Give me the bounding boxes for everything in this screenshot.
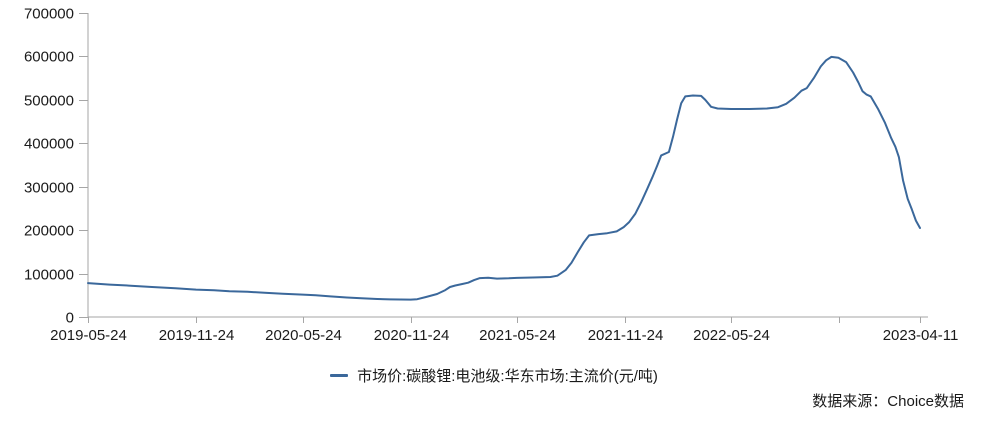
x-tick-label: 2019-11-24 [159, 327, 235, 344]
y-tick-label: 600000 [24, 49, 74, 66]
data-source-label: 数据来源：Choice数据 [812, 393, 964, 410]
x-tick-label: 2020-11-24 [374, 327, 450, 344]
price-line-series [87, 55, 921, 301]
y-tick-label: 100000 [24, 267, 74, 284]
x-tick-label: 2023-04-11 [883, 327, 959, 344]
y-tick-label: 400000 [24, 136, 74, 153]
legend: 市场价:碳酸锂:电池级:华东市场:主流价(元/吨) [0, 367, 988, 387]
legend-label: 市场价:碳酸锂:电池级:华东市场:主流价(元/吨) [357, 368, 658, 386]
x-tick-label: 2021-11-24 [588, 327, 664, 344]
x-tick-label: 2020-05-24 [265, 327, 342, 344]
x-tick-label: 2021-05-24 [479, 327, 556, 344]
y-tick-label: 700000 [24, 6, 74, 23]
axis-lines [87, 13, 928, 318]
legend-line-marker [330, 374, 349, 378]
chart-plot-area: 0 100000 200000 300000 400000 500000 600000 700… [24, 6, 959, 345]
y-tick-label: 0 [66, 310, 74, 327]
y-tick-label: 200000 [24, 223, 74, 240]
x-tick-label: 2022-05-24 [693, 327, 770, 344]
x-tick-label: 2019-05-24 [50, 327, 127, 344]
y-tick-label: 500000 [24, 93, 74, 110]
y-tick-label: 300000 [24, 180, 74, 197]
